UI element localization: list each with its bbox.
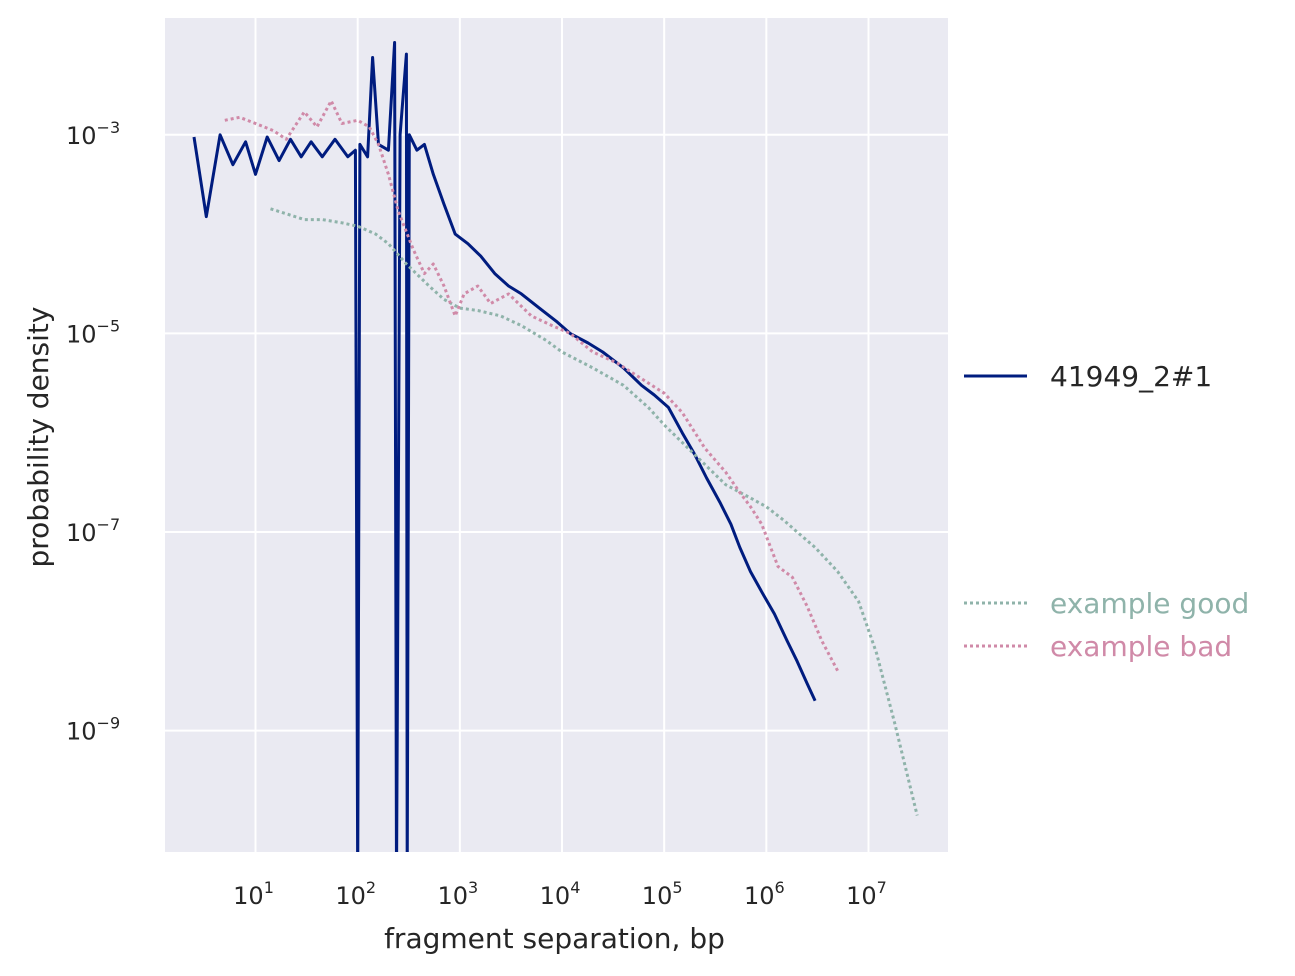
legend-label-3: example bad xyxy=(1050,630,1232,663)
legend-label-2: example good xyxy=(1050,587,1249,620)
plot-area xyxy=(165,18,948,852)
legend-label-1: 41949_2#1 xyxy=(1050,360,1212,393)
series-line-3 xyxy=(224,99,840,672)
x-axis-ticks: 101 102 103 104 105 106 107 xyxy=(233,878,887,910)
series-layer xyxy=(192,41,919,852)
x-tick-label: 107 xyxy=(846,878,887,910)
y-axis-label: probability density xyxy=(22,307,55,568)
y-axis-ticks: 10−3 10−5 10−7 10−9 xyxy=(66,118,120,746)
x-tick-label: 104 xyxy=(540,878,581,910)
y-tick-label: 10−9 xyxy=(66,714,120,746)
grid-lines xyxy=(165,18,948,852)
x-tick-label: 101 xyxy=(233,878,274,910)
x-tick-label: 103 xyxy=(437,878,478,910)
x-tick-label: 106 xyxy=(744,878,785,910)
y-tick-label: 10−7 xyxy=(66,515,120,547)
x-tick-label: 105 xyxy=(642,878,683,910)
y-tick-label: 10−3 xyxy=(66,118,120,150)
y-tick-label: 10−5 xyxy=(66,316,120,348)
series-line-1 xyxy=(192,41,817,852)
series-line-2 xyxy=(270,207,919,816)
x-tick-label: 102 xyxy=(335,878,376,910)
x-axis-label: fragment separation, bp xyxy=(384,922,725,955)
